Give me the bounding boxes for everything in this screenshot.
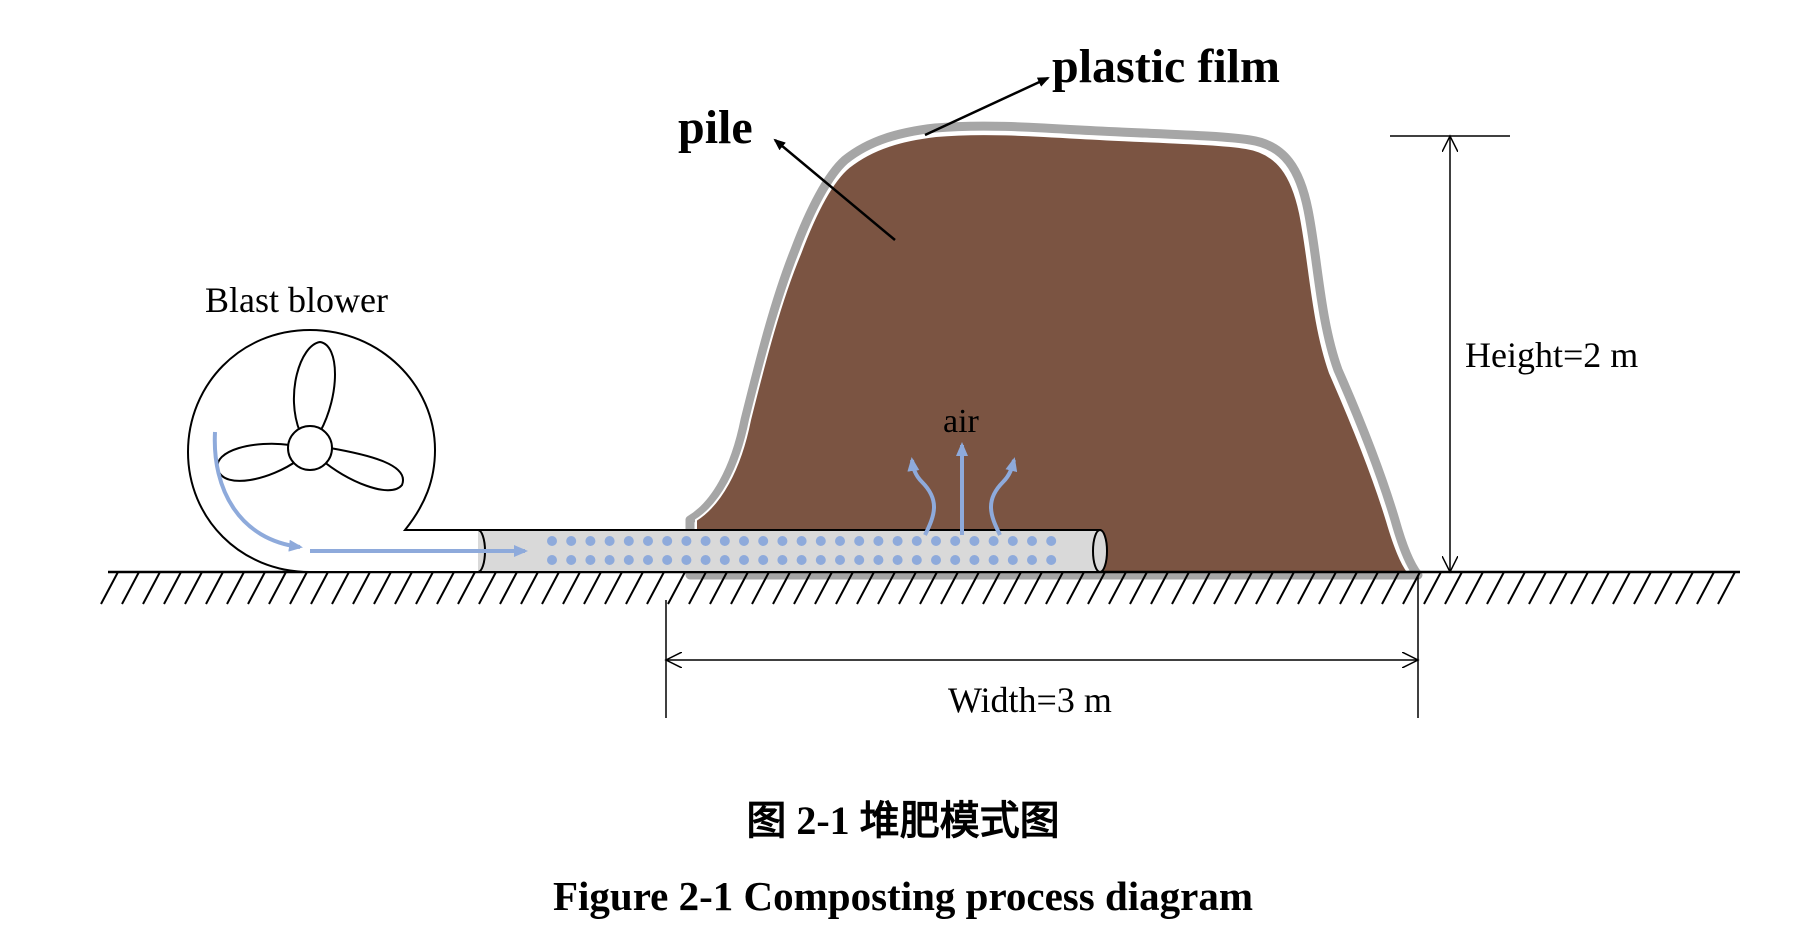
plastic-film-outline xyxy=(685,121,1423,580)
pile-shape xyxy=(695,133,1411,573)
air-flow-arrows xyxy=(907,442,1018,536)
pile-leader xyxy=(773,138,896,241)
blower-airflow-arrows xyxy=(212,431,528,557)
ground-hatching xyxy=(100,571,1736,605)
height-label: Height=2 m xyxy=(1465,335,1638,375)
blast-blower xyxy=(186,328,528,573)
aeration-pipe xyxy=(470,529,1108,573)
plastic-film-label: plastic film xyxy=(1052,40,1280,93)
compost-pile xyxy=(685,121,1423,580)
height-dimension xyxy=(1390,136,1510,572)
pipe-end-right xyxy=(1092,529,1108,573)
pipe-perforations xyxy=(547,536,1057,565)
leader-arrows xyxy=(773,76,1050,241)
width-dimension xyxy=(666,575,1418,718)
figure-caption-chinese: 图 2-1 堆肥模式图 xyxy=(746,798,1060,843)
blower-housing xyxy=(186,328,478,573)
figure-caption-english: Figure 2-1 Composting process diagram xyxy=(552,873,1254,919)
blower-label: Blast blower xyxy=(205,280,388,320)
film-leader xyxy=(924,76,1050,137)
air-label: air xyxy=(943,403,980,440)
width-label: Width=3 m xyxy=(948,680,1112,720)
pile-label: pile xyxy=(678,101,753,154)
